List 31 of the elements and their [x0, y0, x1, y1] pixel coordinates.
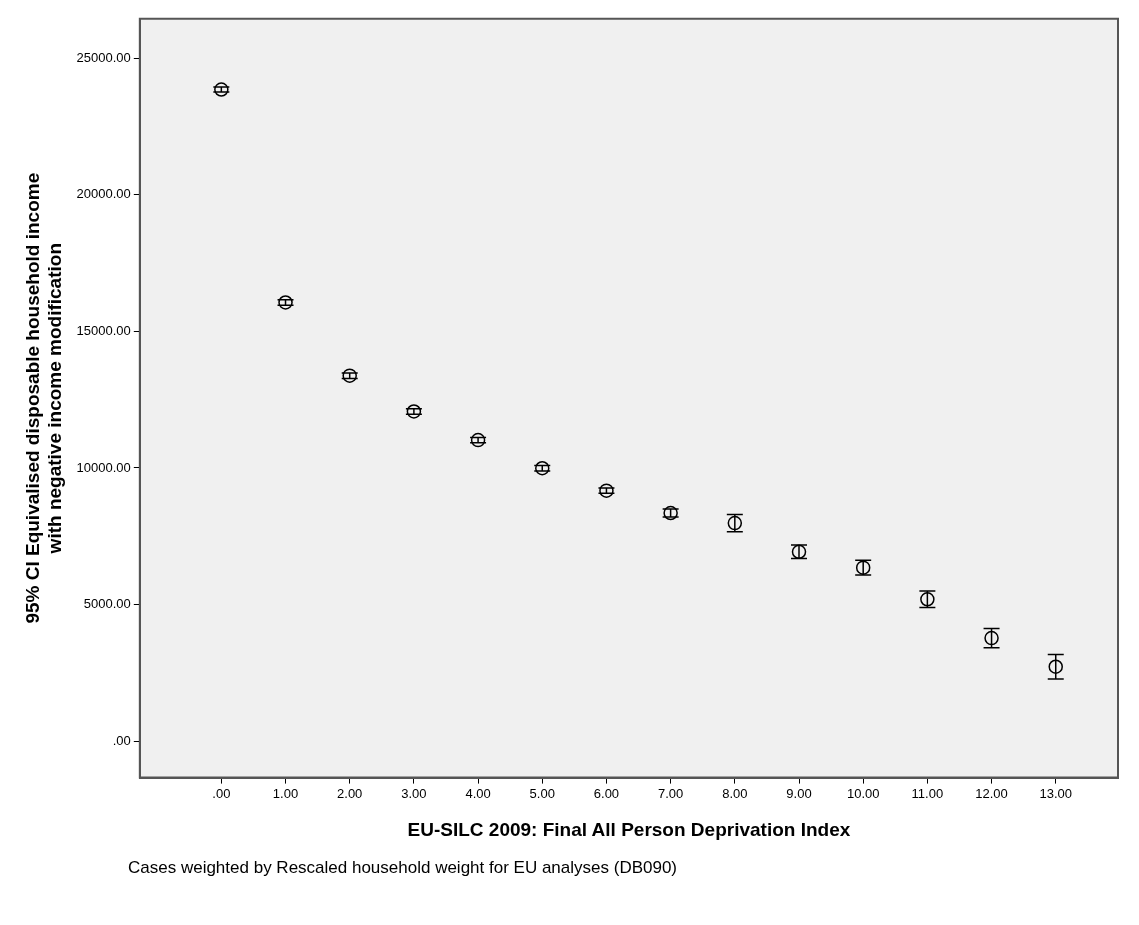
x-tick-label: 11.00 — [911, 785, 944, 801]
x-tick-label: 13.00 — [1039, 785, 1073, 801]
point — [599, 483, 614, 498]
x-tick-label: 4.00 — [465, 785, 491, 801]
x-tick-label: .00 — [212, 785, 231, 801]
x-tick-label: 5.00 — [529, 785, 555, 801]
point — [470, 432, 486, 448]
text: Cases weighted by Rescaled household weight for EU analyses (DB090) — [128, 858, 679, 878]
x-tick-label: 10.00 — [846, 785, 880, 801]
point — [278, 295, 293, 310]
x-tick-label: 7.00 — [657, 785, 684, 801]
x-tick-label: 1.00 — [272, 785, 299, 801]
y-tick-label: .00 — [112, 732, 131, 748]
x-tick-label: 9.00 — [786, 785, 812, 801]
point — [214, 82, 229, 97]
y-tick-label: 15000.00 — [76, 323, 131, 339]
x-tick-label: 3.00 — [401, 785, 427, 801]
y-tick-label: 25000.00 — [76, 49, 131, 65]
x-tick-label: 12.00 — [975, 785, 1008, 801]
x-tick-label: 6.00 — [593, 785, 620, 801]
point — [1048, 659, 1063, 674]
y-axis-title: 95% CI Equivalised disposable household income with negative income modification — [21, 172, 66, 624]
y-tick-label: 10000.00 — [76, 459, 131, 475]
x-axis-title: EU-SILC 2009: Final All Person Deprivation Index — [407, 818, 851, 840]
point — [406, 404, 422, 419]
y-tick-label: 20000.00 — [76, 186, 131, 202]
point — [342, 368, 357, 383]
point — [535, 460, 550, 476]
x-tick-label: 8.00 — [722, 785, 748, 801]
x-tick-label: 2.00 — [337, 785, 363, 801]
y-tick-label: 5000.00 — [83, 596, 131, 612]
